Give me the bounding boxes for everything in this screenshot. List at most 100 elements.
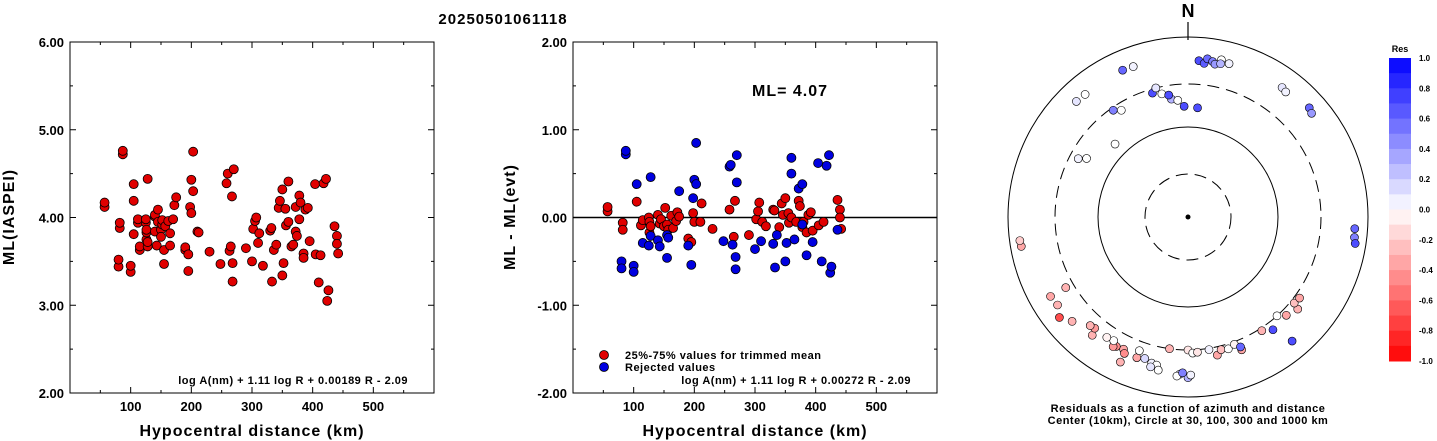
data-point bbox=[188, 186, 199, 197]
x-tick-label: 500 bbox=[865, 399, 887, 414]
data-point bbox=[786, 152, 797, 163]
data-point bbox=[295, 197, 306, 208]
colorbar-cell bbox=[1389, 224, 1411, 241]
colorbar-cell bbox=[1389, 209, 1411, 226]
residual-point bbox=[1204, 345, 1214, 354]
colorbar-label: 0.0 bbox=[1419, 206, 1431, 215]
data-point bbox=[674, 186, 685, 197]
data-point bbox=[333, 248, 344, 259]
center-point bbox=[1185, 214, 1191, 220]
x-tick-label: 300 bbox=[241, 399, 263, 414]
colorbar-cell bbox=[1389, 148, 1411, 165]
colorbar-cell bbox=[1389, 73, 1411, 89]
data-point bbox=[663, 232, 674, 243]
data-point bbox=[771, 230, 782, 240]
data-point bbox=[283, 216, 294, 227]
residual-point bbox=[1151, 83, 1161, 93]
y-tick-label: 3.00 bbox=[39, 298, 64, 313]
data-point bbox=[691, 179, 702, 190]
data-point bbox=[288, 239, 299, 250]
data-point bbox=[323, 285, 334, 296]
data-point bbox=[128, 179, 139, 190]
residual-point bbox=[1102, 333, 1112, 342]
data-point bbox=[786, 168, 797, 179]
residual-point bbox=[1295, 293, 1304, 303]
data-point bbox=[188, 146, 199, 157]
residual-point bbox=[1046, 292, 1055, 301]
data-point bbox=[688, 193, 699, 204]
data-point bbox=[674, 211, 685, 222]
residual-point bbox=[1186, 370, 1196, 380]
data-point bbox=[186, 174, 197, 185]
data-point bbox=[631, 196, 642, 207]
data-point bbox=[824, 150, 834, 161]
data-point bbox=[283, 176, 294, 187]
data-point bbox=[227, 276, 238, 287]
x-tick-label: 100 bbox=[120, 399, 142, 414]
colorbar-label: -0.6 bbox=[1419, 296, 1433, 305]
data-point bbox=[171, 192, 182, 203]
data-point bbox=[835, 212, 845, 223]
data-point bbox=[142, 173, 153, 184]
legend-red-label: 25%-75% values for trimmed mean bbox=[625, 350, 821, 362]
data-point bbox=[683, 240, 694, 251]
colorbar-cell bbox=[1389, 300, 1411, 317]
data-point bbox=[780, 256, 791, 267]
data-point bbox=[227, 191, 237, 202]
data-point bbox=[730, 195, 740, 206]
colorbar-cell bbox=[1389, 179, 1411, 195]
data-point bbox=[807, 237, 818, 247]
data-point bbox=[253, 238, 263, 248]
data-point bbox=[821, 160, 832, 171]
data-point bbox=[616, 263, 627, 274]
residual-point bbox=[1072, 97, 1081, 106]
data-point bbox=[215, 259, 226, 269]
colorbar-label: 0.4 bbox=[1419, 145, 1431, 154]
data-point bbox=[280, 203, 291, 214]
data-point bbox=[769, 205, 780, 216]
colorbar-label: 0.6 bbox=[1419, 115, 1431, 124]
legend-red-marker bbox=[599, 350, 609, 360]
data-point bbox=[826, 261, 837, 272]
colorbar-label: 0.8 bbox=[1419, 84, 1431, 93]
ring-300km bbox=[1054, 83, 1322, 351]
residual-point bbox=[1178, 368, 1187, 378]
colorbar-cell bbox=[1389, 103, 1411, 120]
axis-ticks: 100 200 300 400 500 -2.00 -1.00 0.00 1.00 2.00 bbox=[537, 35, 937, 414]
data-point bbox=[266, 223, 277, 233]
data-point bbox=[662, 252, 672, 263]
data-point bbox=[813, 158, 823, 168]
residual-point bbox=[1080, 90, 1090, 99]
data-point bbox=[645, 231, 656, 241]
data-point bbox=[254, 228, 265, 239]
residual-point bbox=[1108, 105, 1118, 115]
data-point bbox=[159, 259, 169, 269]
data-point bbox=[141, 224, 152, 235]
data-point bbox=[165, 240, 176, 251]
data-point bbox=[691, 138, 702, 148]
data-point bbox=[165, 228, 176, 239]
data-point bbox=[620, 145, 631, 156]
legend-blue-marker bbox=[599, 362, 609, 372]
data-point bbox=[725, 159, 736, 170]
data-point bbox=[730, 252, 741, 262]
formula-text: log A(nm) + 1.11 log R + 0.00189 R - 2.0… bbox=[178, 375, 408, 387]
colorbar-title: Res bbox=[1392, 44, 1409, 54]
data-point bbox=[302, 202, 313, 213]
colorbar-labels: 1.0 0.8 0.6 0.4 0.2 0.0 -0.2 -0.4 -0.6 -0.8 -1.0 bbox=[1419, 54, 1433, 366]
data-point bbox=[730, 264, 741, 275]
caption-line-1: Residuals as a function of azimuth and d… bbox=[1051, 403, 1326, 415]
residual-point bbox=[1350, 239, 1360, 248]
residual-point bbox=[1135, 346, 1144, 355]
data-point bbox=[727, 239, 738, 250]
data-point bbox=[99, 197, 110, 208]
residual-point bbox=[1085, 321, 1095, 330]
colorbar-cells bbox=[1389, 58, 1411, 362]
residual-point bbox=[1281, 87, 1291, 97]
colorbar-cell bbox=[1389, 270, 1411, 286]
data-point bbox=[183, 249, 194, 260]
data-point bbox=[168, 214, 179, 225]
data-point bbox=[304, 236, 315, 247]
data-point bbox=[832, 224, 843, 235]
data-point bbox=[140, 214, 151, 225]
